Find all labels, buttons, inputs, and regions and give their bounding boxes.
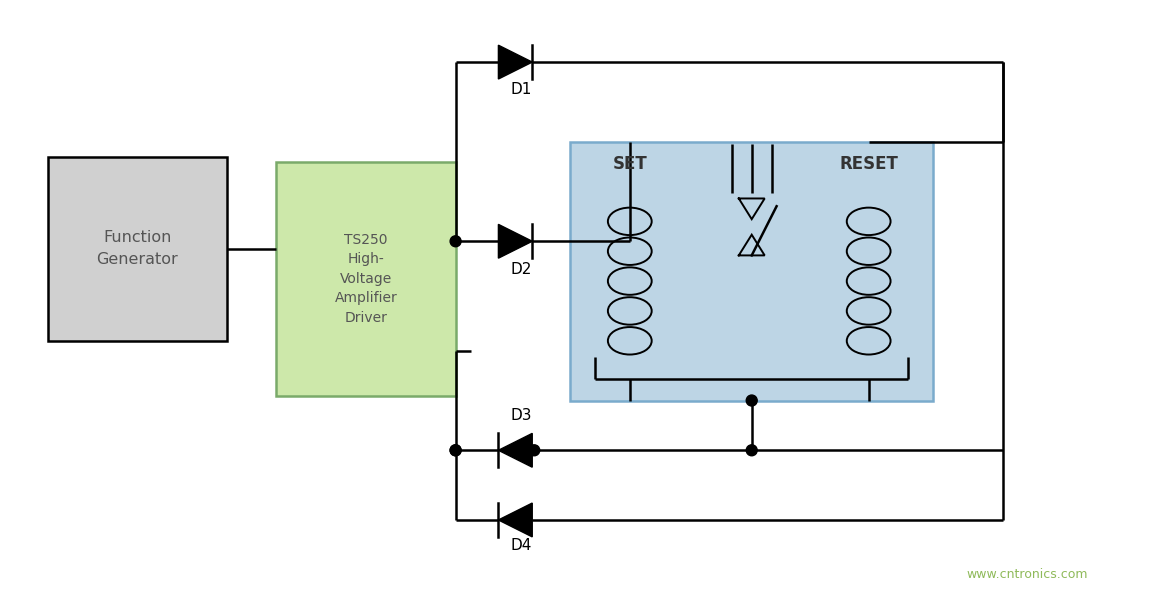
Text: D2: D2 bbox=[511, 262, 532, 277]
Circle shape bbox=[746, 395, 758, 406]
Text: RESET: RESET bbox=[839, 154, 898, 173]
Text: D3: D3 bbox=[511, 408, 532, 423]
Circle shape bbox=[450, 445, 461, 456]
Text: D4: D4 bbox=[511, 538, 532, 553]
Text: D1: D1 bbox=[511, 82, 532, 97]
Polygon shape bbox=[498, 503, 532, 537]
Circle shape bbox=[450, 445, 461, 456]
Bar bbox=[276, 162, 456, 396]
Circle shape bbox=[450, 236, 461, 247]
Text: Function
Generator: Function Generator bbox=[96, 230, 178, 268]
Text: SET: SET bbox=[613, 154, 648, 173]
Polygon shape bbox=[498, 45, 532, 79]
Bar bbox=[48, 157, 227, 341]
Text: www.cntronics.com: www.cntronics.com bbox=[966, 568, 1087, 581]
Polygon shape bbox=[498, 433, 532, 467]
Text: TS250
High-
Voltage
Amplifier
Driver: TS250 High- Voltage Amplifier Driver bbox=[334, 232, 397, 325]
Bar bbox=[570, 142, 933, 401]
Circle shape bbox=[528, 445, 540, 456]
Circle shape bbox=[746, 445, 758, 456]
Polygon shape bbox=[498, 224, 532, 258]
